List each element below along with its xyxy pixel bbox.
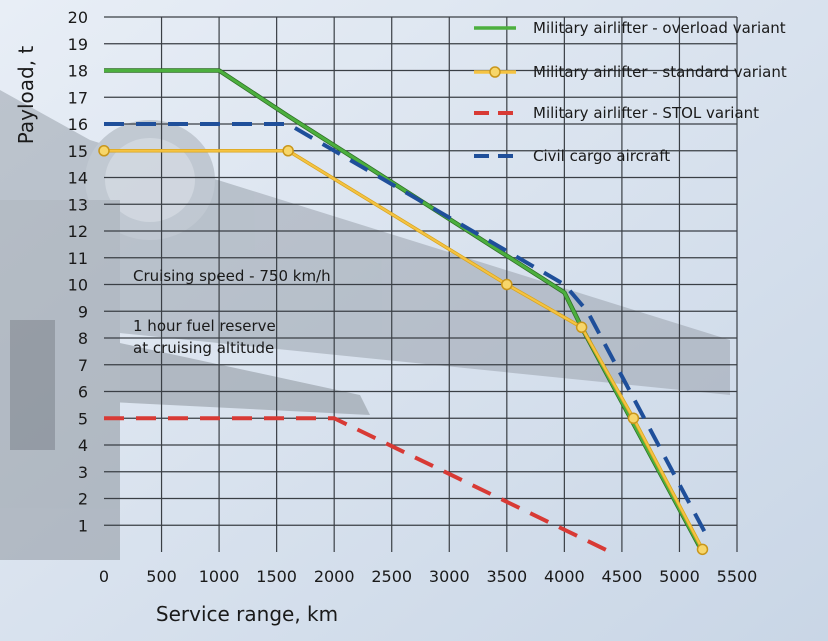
x-tick-labels: 0 500 1000 1500 2000 2500 3000 3500 4000 4500 5000…	[99, 567, 757, 586]
y-tick-label: 18	[68, 62, 88, 81]
y-axis-title: Payload, t	[14, 46, 38, 145]
series-marker-1	[575, 321, 588, 334]
x-tick-label: 2000	[314, 567, 355, 586]
y-tick-label: 9	[78, 302, 88, 321]
x-tick-label: 500	[146, 567, 177, 586]
series-line-3	[104, 122, 710, 540]
annotation-cruising-altitude: at cruising altitude	[133, 339, 274, 357]
series-layer	[98, 68, 710, 556]
y-tick-label: 17	[68, 88, 88, 107]
x-tick-label: 4000	[544, 567, 585, 586]
y-tick-label: 4	[78, 436, 88, 455]
legend: Military airlifter - overload variant Mil…	[474, 19, 787, 165]
series-line-1	[104, 149, 704, 550]
series-marker-1	[696, 543, 709, 556]
x-tick-label: 3500	[486, 567, 527, 586]
x-axis-title: Service range, km	[156, 602, 338, 626]
y-tick-label: 16	[68, 115, 88, 134]
x-tick-label: 0	[99, 567, 109, 586]
legend-label-1: Military airlifter - standard variant	[533, 63, 787, 81]
series-marker-1	[627, 412, 640, 424]
series-line-2	[104, 416, 612, 554]
series-marker-1	[282, 145, 294, 157]
aircraft-background-image	[0, 90, 730, 560]
series-marker-1	[501, 278, 513, 291]
x-tick-label: 2500	[371, 567, 412, 586]
series-marker-1	[98, 145, 110, 157]
annotation-cruising-speed: Cruising speed - 750 km/h	[133, 267, 331, 285]
y-tick-label: 1	[78, 516, 88, 535]
legend-label-2: Military airlifter - STOL variant	[533, 104, 759, 122]
y-tick-label: 11	[68, 249, 88, 268]
legend-label-0: Military airlifter - overload variant	[533, 19, 786, 37]
legend-marker-1	[489, 66, 501, 78]
y-tick-label: 19	[68, 35, 88, 54]
y-tick-label: 14	[68, 169, 88, 188]
y-tick-label: 3	[78, 463, 88, 482]
y-tick-label: 8	[78, 329, 88, 348]
y-tick-label: 5	[78, 409, 88, 428]
y-tick-label: 13	[68, 195, 88, 214]
y-tick-label: 2	[78, 490, 88, 509]
y-tick-label: 12	[68, 222, 88, 241]
legend-label-3: Civil cargo aircraft	[533, 147, 670, 165]
x-tick-label: 3000	[429, 567, 470, 586]
y-tick-label: 15	[68, 142, 88, 161]
x-tick-label: 5000	[659, 567, 700, 586]
x-tick-label: 1500	[256, 567, 297, 586]
x-tick-label: 5500	[717, 567, 758, 586]
x-tick-label: 1000	[199, 567, 240, 586]
x-tick-label: 4500	[602, 567, 643, 586]
y-tick-label: 7	[78, 356, 88, 375]
y-tick-label: 6	[78, 383, 88, 402]
annotation-fuel-reserve: 1 hour fuel reserve	[133, 317, 276, 335]
y-tick-label: 20	[68, 8, 88, 27]
y-tick-label: 10	[68, 276, 88, 295]
